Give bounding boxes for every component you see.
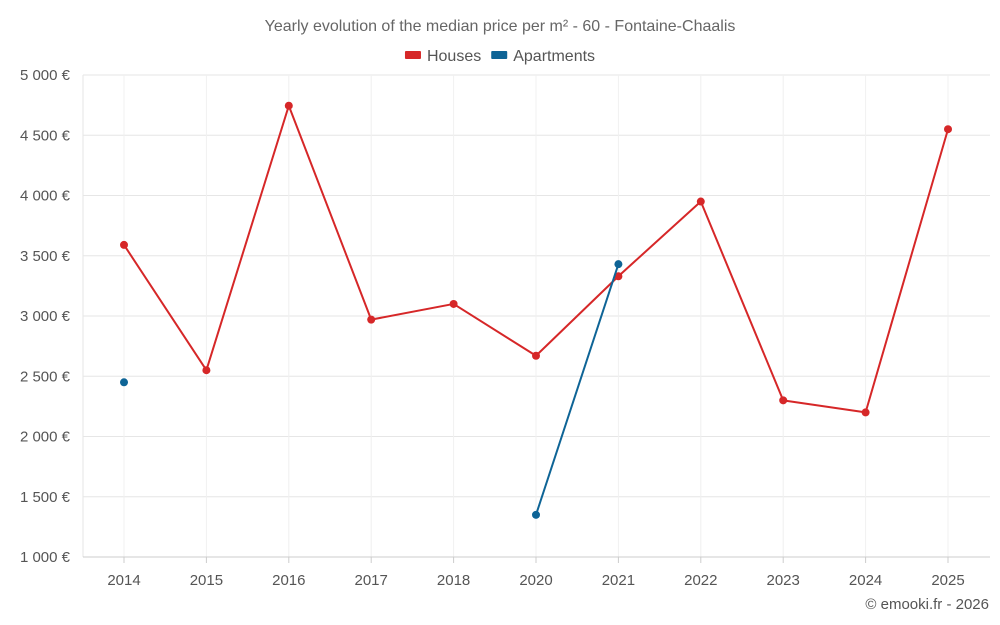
credit-text: © emooki.fr - 2026 [865,596,989,613]
x-axis: 2014 2015 2016 2017 2018 2020 2021 2022 2023 2024… [83,556,990,589]
x-tick-label: 2023 [767,572,800,589]
point-houses-2022[interactable] [696,197,705,206]
point-houses-2020[interactable] [532,351,540,360]
x-tick-label: 2017 [355,572,388,589]
x-tick-label: 2024 [849,572,882,589]
series-apartments [120,260,623,519]
y-tick-label: 1 000 € [20,549,71,566]
legend-swatch-apartments[interactable] [491,51,508,59]
y-tick-label: 2 000 € [20,429,71,446]
y-axis: 1 000 € 1 500 € 2 000 € 2 500 € 3 000 € 3 500… [20,67,71,566]
point-houses-2025[interactable] [944,125,952,134]
point-houses-2024[interactable] [861,408,870,417]
legend-swatch-houses[interactable] [404,51,421,59]
series-line-apartments [535,263,620,516]
chart-title: Yearly evolution of the median price per… [265,18,736,35]
x-tick-label: 2014 [107,572,140,589]
point-houses-2015[interactable] [202,366,211,375]
grid [82,74,990,558]
y-tick-label: 4 500 € [20,127,71,144]
point-apartments-2020[interactable] [532,510,540,519]
point-houses-2017[interactable] [367,315,376,324]
y-tick-label: 3 500 € [20,248,71,265]
series-layer [120,101,952,519]
point-apartments-2014[interactable] [120,378,128,387]
legend: Houses Apartments [404,48,595,65]
point-houses-2016[interactable] [284,101,293,110]
x-tick-label: 2021 [602,572,635,589]
point-houses-2018[interactable] [449,299,458,308]
point-houses-2021[interactable] [614,272,623,281]
x-tick-label: 2015 [190,572,223,589]
legend-label-apartments: Apartments [513,48,595,65]
y-tick-label: 3 000 € [20,308,71,325]
x-tick-label: 2025 [931,572,964,589]
y-tick-label: 1 500 € [20,489,71,506]
y-tick-label: 4 000 € [20,188,71,205]
point-houses-2023[interactable] [779,396,788,405]
x-tick-label: 2016 [272,572,305,589]
y-tick-label: 5 000 € [20,67,71,84]
legend-label-houses: Houses [427,48,481,65]
x-tick-label: 2022 [684,572,717,589]
x-tick-label: 2018 [437,572,470,589]
y-tick-label: 2 500 € [20,368,71,385]
x-tick-label: 2020 [519,572,552,589]
point-houses-2014[interactable] [120,240,128,249]
point-apartments-2021[interactable] [614,260,623,269]
series-houses [120,101,952,417]
